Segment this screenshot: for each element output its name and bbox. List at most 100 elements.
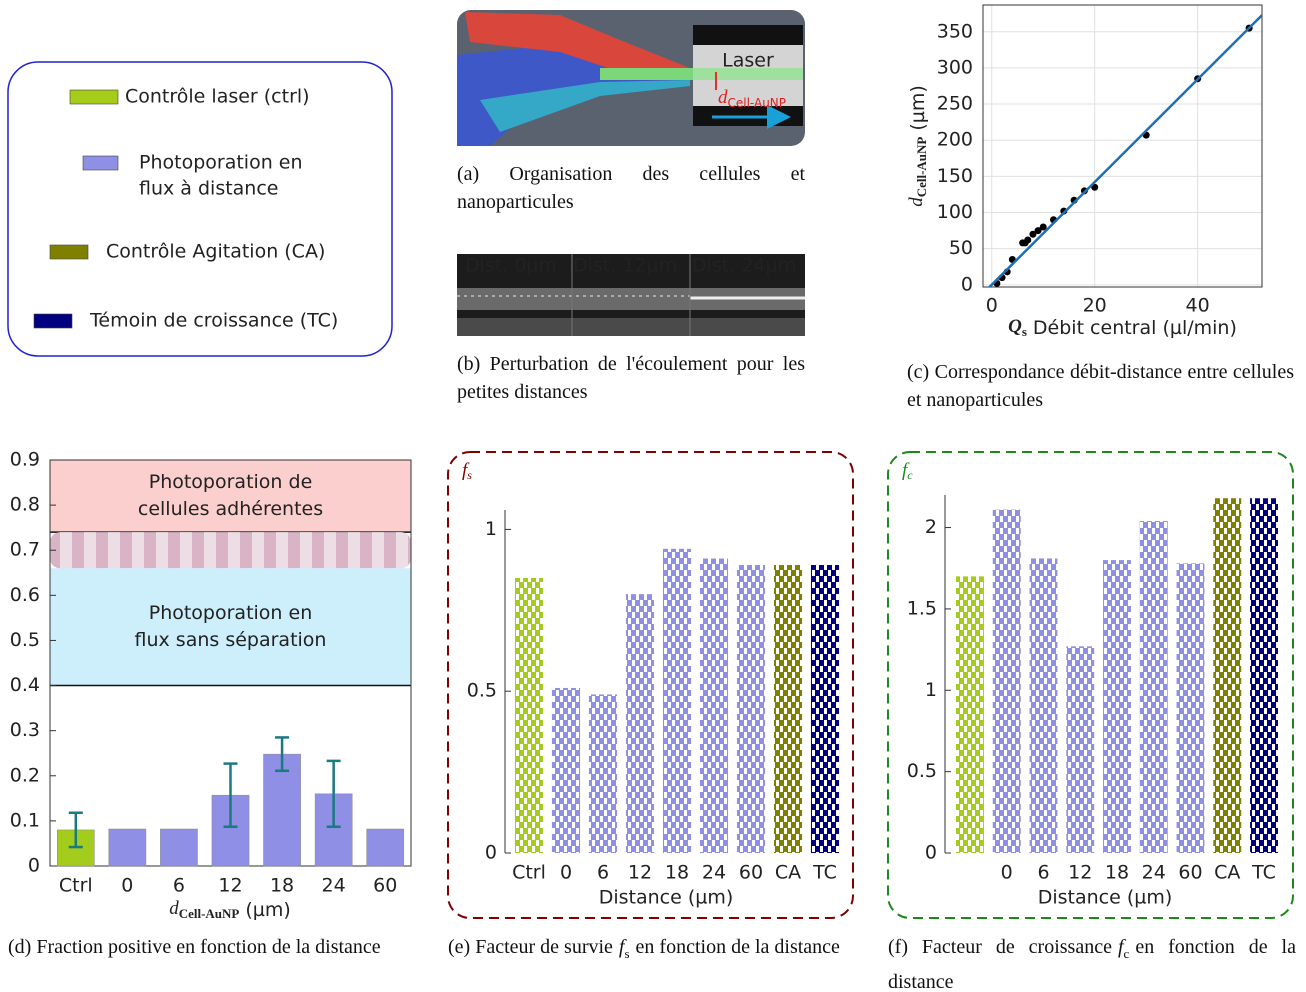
x-tick-label: 60 [1178, 862, 1202, 884]
caption: (a) Organisation des cellules et nanopar… [457, 163, 805, 213]
fit-line [987, 14, 1262, 287]
subscript: Cell-AuNP [728, 96, 787, 110]
caption-symbol: f [618, 936, 625, 958]
legend-swatch [33, 313, 73, 329]
caption-subscript: s [624, 946, 630, 961]
x-tick-label: 6 [173, 875, 185, 897]
y-tick-label: 0.3 [10, 719, 40, 741]
legend-swatch [82, 155, 119, 171]
x-tick-label: 0 [560, 862, 572, 884]
error-bar [223, 762, 238, 829]
caption: (e) Facteur de survie fs en fonction de la… [448, 933, 856, 968]
label-text: Débit central (µl/min) [1033, 317, 1237, 339]
symbol: d [169, 898, 179, 919]
x-tick-label: 60 [373, 875, 397, 897]
legend-label: Photoporation en [139, 152, 303, 174]
x-tick-label: 12 [628, 862, 652, 884]
y-tick-label: 0 [925, 842, 937, 864]
data-point [1024, 236, 1032, 244]
sub-label: dCell-AuNP (µm) [906, 85, 929, 207]
y-tick-label: 250 [937, 93, 973, 115]
bar [810, 565, 840, 853]
x-tick-label: Ctrl [59, 875, 93, 897]
x-tick-label: 18 [1105, 862, 1129, 884]
distance-tag: Dist. 24µm [692, 255, 796, 277]
symbol: f [462, 460, 470, 481]
region [50, 460, 411, 533]
y-tick-label: 0.8 [10, 494, 40, 516]
y-tick-label: 0 [485, 842, 497, 864]
x-axis-label: Distance (µm) [1038, 887, 1173, 909]
distance-tag: Dist. 0µm [465, 255, 557, 277]
x-tick-label: 12 [218, 875, 242, 897]
symbol: d [718, 87, 728, 108]
bar [1066, 646, 1095, 853]
y-tick-label: 1 [485, 518, 497, 540]
bar [1103, 560, 1131, 853]
error-bar [326, 759, 341, 829]
x-tick-label: 18 [665, 862, 689, 884]
x-tick-label: 6 [1037, 862, 1049, 884]
error-bar [275, 736, 290, 773]
bar [662, 548, 692, 853]
caption-text: en fonction de la distance [888, 936, 1296, 992]
x-tick-label: 40 [1186, 295, 1210, 317]
legend-label: Témoin de croissance (TC) [89, 310, 338, 332]
x-tick-label: 20 [1083, 295, 1107, 317]
bar [773, 565, 803, 853]
caption-symbol: f [1117, 936, 1124, 958]
bar [956, 576, 984, 853]
y-tick-label: 100 [937, 201, 973, 223]
y-tick-label: 0.7 [10, 539, 40, 561]
subscript: c [907, 468, 913, 482]
laser-label: Laser [722, 50, 774, 72]
bar [1176, 563, 1205, 853]
caption-subscript: c [1123, 946, 1130, 961]
x-tick-label: 60 [739, 862, 763, 884]
region-label: Photoporation de [149, 471, 313, 493]
x-tick-label: 0 [1001, 862, 1013, 884]
y-tick-label: 0.4 [10, 674, 40, 696]
y-tick-label: 200 [937, 129, 973, 151]
bar [551, 687, 581, 853]
x-tick-label: CA [1214, 862, 1240, 884]
bar [1213, 498, 1242, 853]
y-tick-label: 350 [937, 20, 973, 42]
y-tick-label: 1.5 [907, 597, 937, 619]
plot-frame [982, 4, 1263, 288]
panel-a-image [457, 10, 805, 146]
y-tick-label: 150 [937, 165, 973, 187]
x-tick-label: 18 [270, 875, 294, 897]
y-tick-label: 0.9 [10, 449, 40, 471]
caption: (f) Facteur de croissance fc en fonction d… [888, 933, 1296, 992]
distance-tag: Dist. 12µm [573, 255, 677, 277]
caption: (d) Fraction positive en fonction de la … [8, 936, 381, 958]
y-tick-label: 0.5 [10, 629, 40, 651]
bar [108, 828, 147, 867]
subscript: Cell-AuNP [179, 906, 240, 921]
y-tick-label: 0.1 [10, 809, 40, 831]
panel-label: fc [902, 460, 913, 481]
y-tick-label: 0.5 [467, 680, 497, 702]
symbol: d [906, 197, 927, 207]
legend-label: flux à distance [139, 178, 279, 200]
bar [1139, 521, 1168, 853]
subscript: s [1022, 324, 1027, 339]
x-tick-label: 6 [597, 862, 609, 884]
bar [160, 828, 198, 867]
caption-text: (f) Facteur de croissance [888, 936, 1112, 958]
y-tick-label: 2 [925, 516, 937, 538]
x-tick-label: 24 [702, 862, 726, 884]
error-bar [68, 811, 83, 849]
bar [992, 509, 1021, 853]
bar [366, 828, 405, 867]
x-tick-label: TC [1251, 862, 1276, 884]
bar [1250, 498, 1278, 853]
label-text: (µm) [245, 899, 290, 921]
data-point [1034, 227, 1042, 235]
x-tick-label: 0 [121, 875, 133, 897]
subscript: s [467, 468, 472, 482]
x-axis-label: Distance (µm) [599, 887, 734, 909]
